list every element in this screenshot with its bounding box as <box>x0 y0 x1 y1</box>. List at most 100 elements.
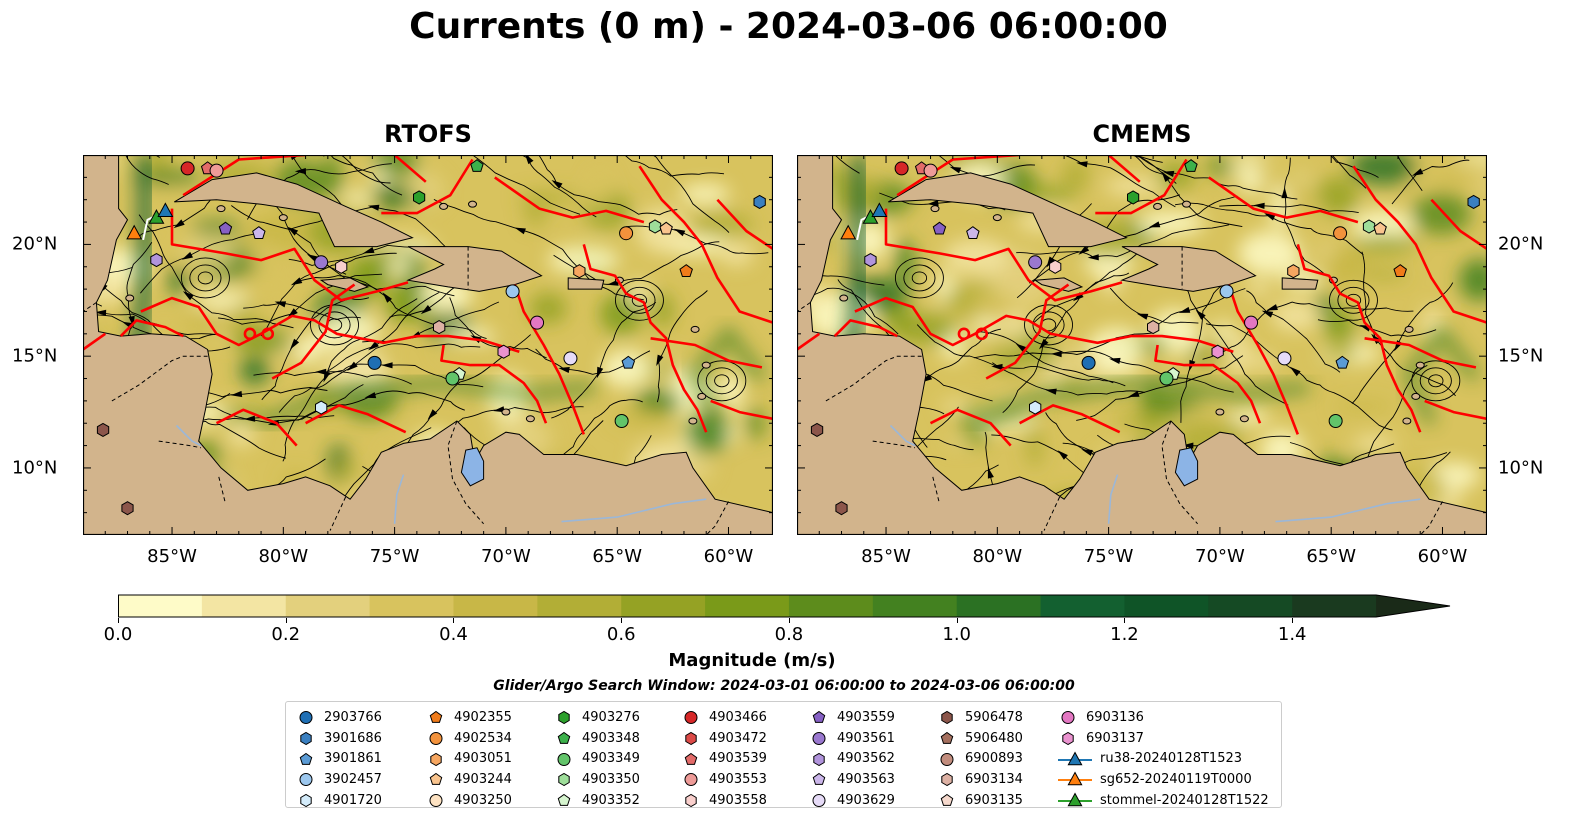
float-3902457 <box>505 284 520 299</box>
legend-circle-icon <box>940 752 954 766</box>
legend-item: ru38-20240128T1523 <box>1058 748 1269 769</box>
legend-item: sg652-20240119T0000 <box>1058 769 1269 790</box>
legend-circle-icon <box>299 711 313 725</box>
float-6903137 <box>1211 344 1224 359</box>
float-6903134 <box>1147 320 1160 335</box>
float-4903561 <box>314 255 329 270</box>
lon-tick-label: 75°W <box>1083 546 1134 567</box>
legend-item: 3901861 <box>296 748 382 769</box>
legend-marker <box>684 752 698 765</box>
colorbar-segment <box>705 595 790 617</box>
legend-label: 4902355 <box>454 709 512 725</box>
legend-pentagon-icon <box>557 731 571 744</box>
legend-marker <box>941 711 953 725</box>
legend-label: 4903276 <box>582 709 640 725</box>
legend-item: 5906478 <box>937 707 1023 728</box>
legend-label: 4903250 <box>454 792 512 808</box>
legend-item: 4903553 <box>681 769 767 790</box>
legend-item: 3902457 <box>296 769 382 790</box>
colorbar-segment <box>1292 595 1377 617</box>
legend-label: 6903137 <box>1086 730 1144 746</box>
legend-label: 3901686 <box>324 730 382 746</box>
legend-circle-icon <box>557 752 571 766</box>
legend-label: 4902534 <box>454 730 512 746</box>
float-4903629 <box>563 351 578 366</box>
colorbar-segment <box>1208 595 1293 617</box>
legend-item: 5906480 <box>937 728 1023 749</box>
float-4903558 <box>335 259 348 274</box>
legend-column: 4903276 4903348 4903349 4903350 4903352 <box>554 707 640 810</box>
lat-tick-label-left: 20°N <box>12 233 58 255</box>
colorbar-tick-mark <box>1292 618 1294 623</box>
legend-item: 4902534 <box>426 728 512 749</box>
float-3902457 <box>1219 284 1234 299</box>
float-4903553 <box>923 163 938 178</box>
legend-marker <box>812 773 826 786</box>
legend-item: 4903559 <box>809 707 895 728</box>
land-mainlandW <box>797 155 1487 535</box>
float-4902534 <box>1333 226 1348 241</box>
legend-hexagon-icon <box>813 752 825 766</box>
float-5906478 <box>810 422 824 437</box>
legend-item: stommel-20240128T1522 <box>1058 790 1269 811</box>
colorbar-tick-label: 1.0 <box>942 624 972 645</box>
legend-pentagon-icon <box>557 793 571 806</box>
lake-maracaibo <box>1174 447 1199 487</box>
float-4903051 <box>573 264 586 279</box>
legend-marker <box>685 794 697 808</box>
float-2903766 <box>1081 355 1096 370</box>
legend-hexagon-icon <box>685 794 697 808</box>
legend-item: 4903561 <box>809 728 895 749</box>
legend-label: 4903539 <box>709 751 767 767</box>
legend-circle-icon <box>684 711 698 725</box>
lon-tick-label: 60°W <box>703 546 754 567</box>
legend-column: 6903136 6903137 ru38-20240128T1523 sg652-20… <box>1058 707 1269 810</box>
legend-marker <box>557 793 571 806</box>
legend-column: 4903466 4903472 4903539 4903553 4903558 <box>681 707 767 810</box>
legend-label: 2903766 <box>324 709 382 725</box>
legend-marker <box>684 711 698 725</box>
lat-tick-label-right: 10°N <box>1498 457 1544 479</box>
float-4902355 <box>1393 264 1407 277</box>
float-4903348 <box>1184 159 1198 172</box>
colorbar-segment <box>621 595 706 617</box>
lon-tick-label: 80°W <box>972 546 1023 567</box>
float-5906478 <box>121 501 134 516</box>
legend-label: stommel-20240128T1522 <box>1100 792 1269 808</box>
lat-tick-label-left: 10°N <box>12 457 58 479</box>
float-6903137 <box>497 344 510 359</box>
legend-item: 4903250 <box>426 790 512 811</box>
legend-hexagon-icon <box>430 752 442 766</box>
legend-item: 3901686 <box>296 728 382 749</box>
legend-label: 6903136 <box>1086 709 1144 725</box>
legend-pentagon-icon <box>429 711 443 724</box>
legend-pentagon-icon <box>812 773 826 786</box>
colorbar-segment <box>453 595 538 617</box>
legend-item: 4901720 <box>296 790 382 811</box>
land-hispaniola <box>406 246 543 292</box>
legend-label: 6900893 <box>965 751 1023 767</box>
float-4903562 <box>150 253 163 268</box>
legend-label: 5906480 <box>965 730 1023 746</box>
legend-marker <box>684 773 698 787</box>
legend-pentagon-icon <box>684 752 698 765</box>
float-4903558 <box>1049 259 1062 274</box>
map-rtofs <box>83 155 773 535</box>
colorbar-tick-label: 1.4 <box>1277 624 1307 645</box>
legend-item: 4903244 <box>426 769 512 790</box>
panel-title-cmems: CMEMS <box>1092 120 1192 148</box>
land-puertorico <box>567 277 605 290</box>
float-4903629 <box>1277 351 1292 366</box>
land-jamaica <box>1033 277 1084 292</box>
legend-pentagon-icon <box>940 793 954 806</box>
legend-item: 6903135 <box>937 790 1023 811</box>
legend-item: 2903766 <box>296 707 382 728</box>
float-4903051 <box>1287 264 1300 279</box>
colorbar-tick-mark <box>956 618 958 623</box>
legend-label: 4903562 <box>837 751 895 767</box>
legend-marker <box>812 732 826 746</box>
colorbar-label: Magnitude (m/s) <box>668 650 836 671</box>
legend: 2903766 3901686 3901861 3902457 4901720 49023… <box>285 701 1282 808</box>
legend-marker <box>558 711 570 725</box>
legend-hexagon-icon <box>685 731 697 746</box>
